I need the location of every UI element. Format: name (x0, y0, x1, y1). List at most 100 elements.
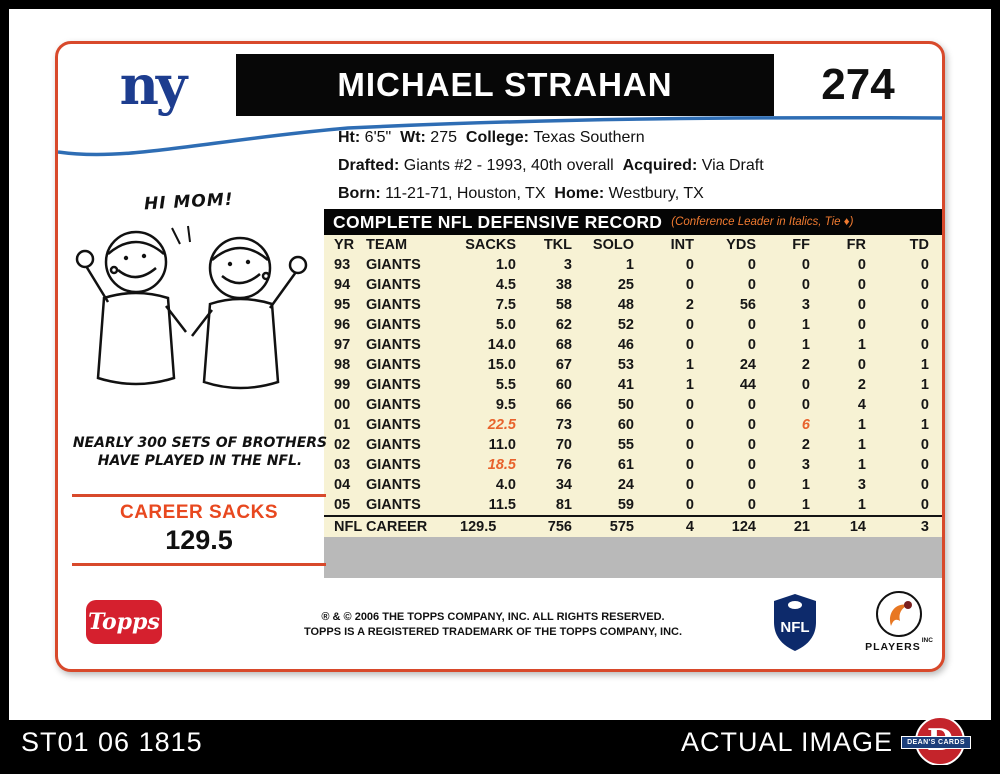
trading-card-back: ny MICHAEL STRAHAN 274 Ht: 6'5" Wt: 275 … (55, 41, 945, 672)
stats-cell: 1 (685, 357, 694, 373)
stats-cell: 41 (617, 377, 634, 393)
stats-cell: 1 (857, 417, 866, 433)
stats-cell: 1 (801, 497, 810, 513)
career-total-cell: 14 (830, 515, 886, 537)
stats-cell: 70 (555, 437, 572, 453)
stats-cell: GIANTS (366, 397, 421, 413)
actual-image-label: ACTUAL IMAGE (680, 727, 893, 757)
stats-cell: 5.0 (495, 317, 516, 333)
stats-cell: 55 (617, 437, 634, 453)
stats-cell: 4 (857, 397, 866, 413)
stats-cell: 62 (555, 317, 572, 333)
players-inc-inc: INC (921, 637, 933, 644)
stats-row: 97 GIANTS 14.0 68 46 0 0 1 1 0 (324, 335, 942, 355)
players-inc-logo: PLAYERSINC (856, 591, 942, 655)
stats-cell: 73 (555, 417, 572, 433)
deans-cards-ribbon: DEAN'S CARDS (901, 735, 971, 749)
stats-cell: 4.0 (495, 477, 516, 493)
career-total-cell: 21 (776, 515, 830, 537)
bio-line: Born: 11-21-71, Houston, TX Home: Westbu… (338, 185, 713, 202)
stats-cell: 3 (857, 477, 866, 493)
career-total-cell: 756 (536, 515, 592, 537)
stats-cell: 18.5 (487, 457, 516, 473)
stats-cell: 0 (747, 257, 756, 273)
players-inc-word: PLAYERS (865, 641, 921, 653)
cartoon-players-drawing (75, 225, 308, 390)
stats-cell: 76 (555, 457, 572, 473)
stats-cell: 3 (801, 457, 810, 473)
giants-logo: ny (119, 53, 188, 117)
stats-cell: 38 (555, 277, 572, 293)
stats-cell: 0 (685, 337, 694, 353)
trivia-caption: NEARLY 300 SETS OF BROTHERS HAVE PLAYED … (72, 435, 328, 470)
stats-cell: 1 (857, 337, 866, 353)
stats-row: 98 GIANTS 15.0 67 53 1 24 2 0 1 (324, 355, 942, 375)
bio-line: Drafted: Giants #2 - 1993, 40th overall … (338, 157, 773, 174)
stats-row: 03 GIANTS 18.5 76 61 0 0 3 1 0 (324, 455, 942, 475)
stats-cell: 60 (617, 417, 634, 433)
stats-cell: 1 (625, 257, 634, 273)
record-note: (Conference Leader in Italics, Tie ♦) (671, 216, 854, 228)
stats-row: 00 GIANTS 9.5 66 50 0 0 0 4 0 (324, 395, 942, 415)
stats-cell: 34 (555, 477, 572, 493)
stats-cell: 00 (334, 397, 351, 413)
stats-cell: GIANTS (366, 357, 421, 373)
stats-row: 94 GIANTS 4.5 38 25 0 0 0 0 0 (324, 275, 942, 295)
deans-cards-logo: D DEAN'S CARDS (901, 715, 971, 765)
stats-cell: 50 (617, 397, 634, 413)
stats-cell: 0 (857, 277, 866, 293)
stats-cell: 67 (555, 357, 572, 373)
stats-cell: 59 (617, 497, 634, 513)
stats-cell: 68 (555, 337, 572, 353)
column-header: INT (670, 237, 694, 253)
stats-cell: 03 (334, 457, 351, 473)
stats-cell: GIANTS (366, 477, 421, 493)
stats-cell: 1 (920, 417, 929, 433)
stats-cell: 0 (920, 317, 929, 333)
stats-cell: 0 (685, 477, 694, 493)
stats-cell: 44 (739, 377, 756, 393)
stats-cell: 1 (857, 497, 866, 513)
stats-cell: 11.0 (488, 437, 516, 453)
stats-cell: 7.5 (495, 297, 516, 313)
stats-cell: 1 (801, 337, 810, 353)
stats-cell: 66 (555, 397, 572, 413)
stats-cell: GIANTS (366, 417, 421, 433)
players-inc-figure (889, 601, 912, 626)
stats-row: 95 GIANTS 7.5 58 48 2 56 3 0 0 (324, 295, 942, 315)
stats-cell: 94 (334, 277, 351, 293)
stats-cell: GIANTS (366, 437, 421, 453)
career-sacks-value: 129.5 (165, 525, 233, 555)
stats-cell: 1 (920, 377, 929, 393)
stats-cell: 15.0 (487, 357, 516, 373)
stats-cell: 02 (334, 437, 351, 453)
stats-cell: 0 (857, 257, 866, 273)
stats-cell: 58 (555, 297, 572, 313)
stats-cell: 3 (563, 257, 572, 273)
stats-cell: 52 (617, 317, 634, 333)
stats-cell: 1 (920, 357, 929, 373)
players-inc-emblem (876, 591, 922, 637)
stats-cell: 1 (685, 377, 694, 393)
scan-code: ST01 06 1815 (21, 727, 203, 757)
stats-cell: 2 (801, 357, 810, 373)
stats-cell: 93 (334, 257, 351, 273)
column-header: YR (334, 237, 355, 253)
topps-logo: Topps (86, 600, 162, 644)
stats-cell: 48 (617, 297, 634, 313)
stats-cell: 0 (747, 337, 756, 353)
column-header: SACKS (465, 237, 516, 253)
stats-cell: 24 (617, 477, 634, 493)
stats-header-row: YR TEAM SACKS TKL SOLO INT YDS FF FR TD (324, 235, 942, 255)
career-total-cell: 575 (592, 515, 654, 537)
stats-cell: 0 (920, 457, 929, 473)
nfl-shield-logo: NFL (774, 594, 816, 651)
stats-row: 96 GIANTS 5.0 62 52 0 0 1 0 0 (324, 315, 942, 335)
stats-cell: 14.0 (487, 337, 516, 353)
stats-cell: 0 (747, 397, 756, 413)
stats-cell: GIANTS (366, 377, 421, 393)
stats-cell: GIANTS (366, 337, 421, 353)
stats-cell: 2 (801, 437, 810, 453)
stats-cell: 0 (747, 477, 756, 493)
